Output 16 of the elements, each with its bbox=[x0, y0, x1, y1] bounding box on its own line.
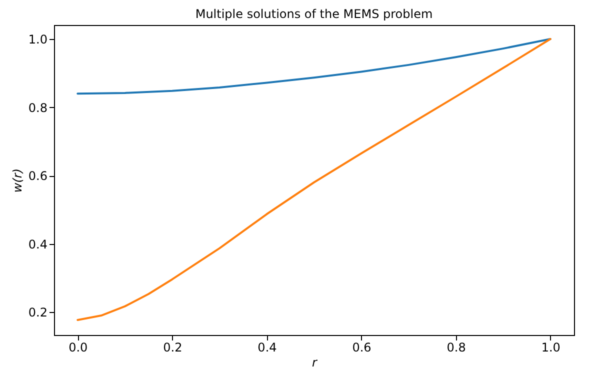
y-tick-label: 0.2 bbox=[28, 306, 48, 320]
chart-title: Multiple solutions of the MEMS problem bbox=[195, 7, 433, 21]
y-tick-label: 0.4 bbox=[28, 237, 48, 252]
y-tick-label: 0.6 bbox=[28, 169, 48, 184]
x-tick-label: 1.0 bbox=[541, 340, 560, 354]
x-tick-label: 0.2 bbox=[163, 340, 182, 354]
y-tick-label: 1.0 bbox=[28, 32, 48, 46]
line-series bbox=[76, 38, 552, 321]
y-axis-title: w(r) bbox=[10, 168, 24, 193]
y-tick-label: 0.8 bbox=[28, 100, 48, 115]
x-tick-label: 0.6 bbox=[352, 340, 372, 354]
x-axis-title: r bbox=[312, 356, 318, 370]
x-tick-label: 0.4 bbox=[258, 340, 277, 354]
line-series bbox=[76, 38, 552, 95]
x-tick-label: 0.0 bbox=[68, 340, 88, 354]
x-tick-label: 0.8 bbox=[446, 340, 466, 354]
